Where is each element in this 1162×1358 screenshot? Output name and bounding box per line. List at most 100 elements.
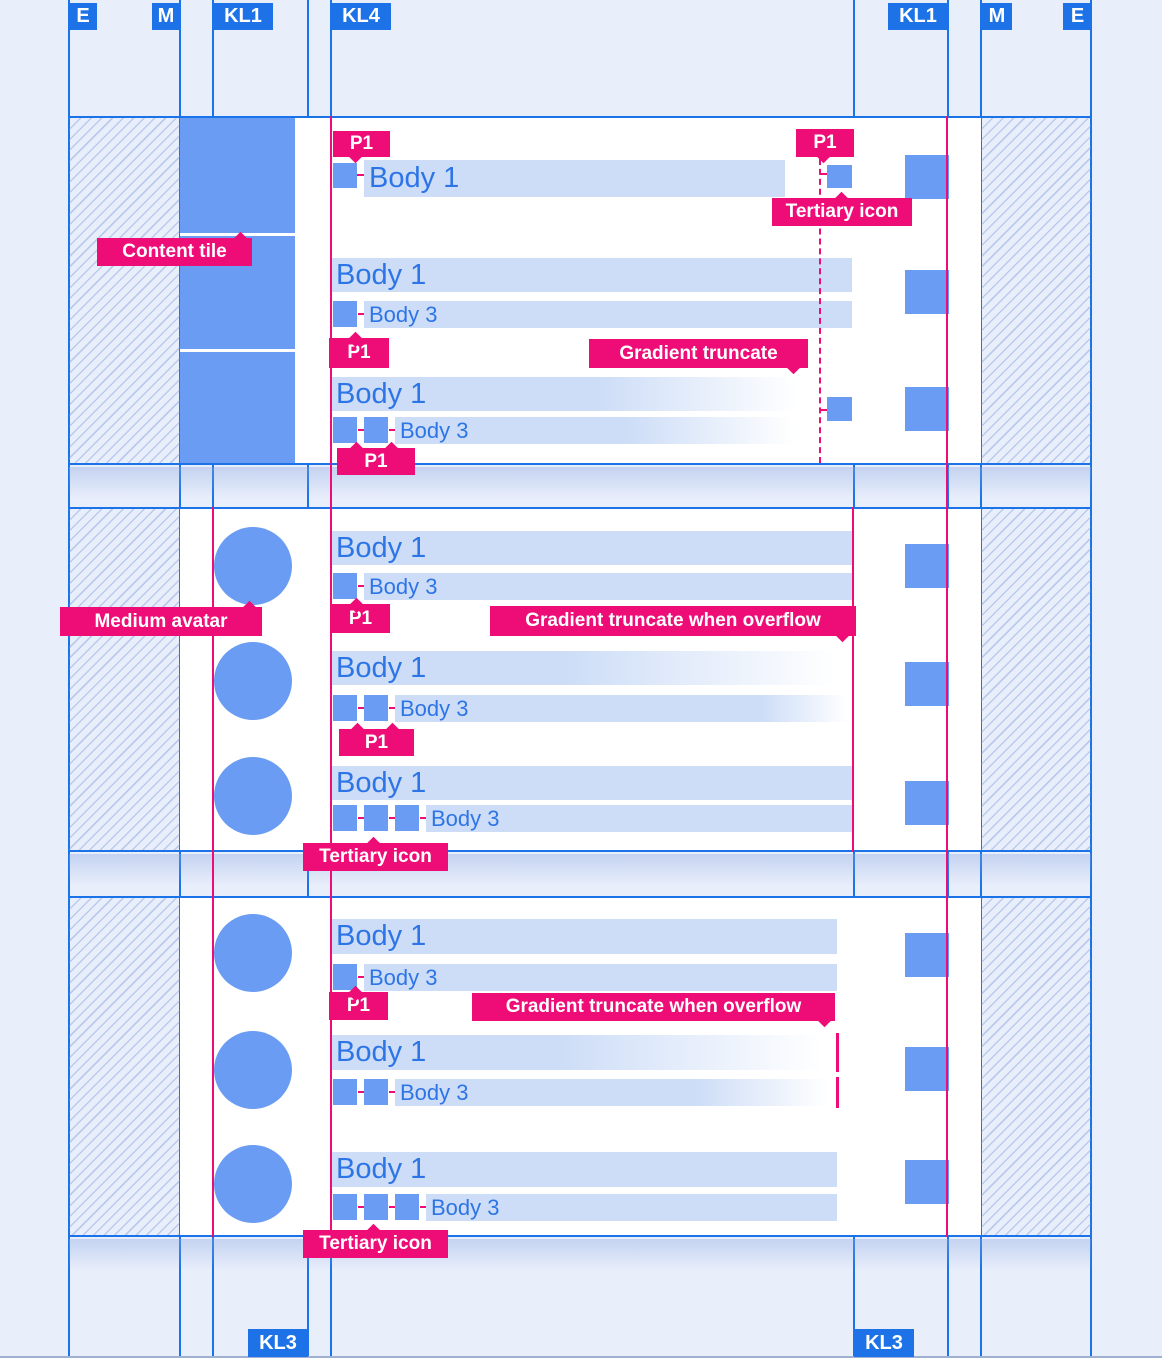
body3-text: Body 3 [369, 573, 438, 599]
tertiary-icon [364, 417, 388, 443]
p1-dashed-keyline [819, 159, 821, 463]
gradient-truncate-overflow-annotation: Gradient truncate when overflow [472, 993, 835, 1028]
margin-hatch-right [981, 898, 1091, 1235]
p1-padding-tick [389, 817, 395, 819]
trailing-icon [905, 781, 949, 825]
tertiary-icon [395, 1194, 419, 1220]
body1-bar: Body 1 [331, 258, 852, 292]
tertiary-icon [333, 805, 357, 831]
p1-padding-tick [358, 585, 364, 587]
medium-avatar [214, 642, 292, 720]
body1-bar: Body 1 [331, 766, 852, 800]
tertiary-icon-annotation: Tertiary icon [303, 1223, 448, 1258]
p1-padding-tick [358, 976, 364, 978]
p1-annotation: P1 [796, 129, 854, 164]
keyline-chip-m-right: M [982, 3, 1012, 30]
p1-padding-tick [389, 1206, 395, 1208]
body3-bar: Body 3 [364, 573, 852, 600]
list-card-content-tile: Body 1 Body 1 Body 3 Body 1 Body 3 [69, 116, 1091, 465]
chip-label: KL3 [259, 1331, 297, 1354]
tertiary-icon [827, 165, 852, 188]
medium-avatar [214, 757, 292, 835]
p1-padding-tick [420, 817, 426, 819]
body3-text: Body 3 [369, 301, 438, 327]
body1-text: Body 1 [336, 377, 427, 410]
keyline-kl3-right-active [852, 507, 854, 852]
trailing-icon [905, 662, 949, 706]
chip-label: P1 [348, 607, 373, 629]
body3-text: Body 3 [431, 805, 500, 831]
medium-avatar [214, 1145, 292, 1223]
chip-label: Medium avatar [94, 610, 228, 632]
trailing-icon [905, 270, 949, 314]
body3-bar-gradient: Body 3 [395, 417, 816, 444]
keyline-chip-m-left: M [152, 3, 180, 30]
keyline-e-right [1090, 0, 1092, 1358]
chip-label: P1 [813, 132, 837, 153]
trailing-icon [905, 1160, 949, 1204]
medium-avatar [214, 914, 292, 992]
tertiary-icon [364, 1194, 388, 1220]
p1-annotation: P1 [337, 441, 415, 475]
p1-annotation: P1 [331, 597, 390, 633]
chip-label: M [157, 5, 175, 27]
p1-padding-tick [389, 429, 395, 431]
keyline-kl4-active [330, 116, 332, 1237]
body3-bar: Body 3 [364, 964, 837, 991]
body1-text: Body 1 [336, 766, 427, 799]
trailing-icon [905, 544, 949, 588]
p1-padding-tick [420, 1206, 426, 1208]
keyline-chip-e-right: E [1063, 3, 1092, 30]
keyline-chip-kl3-left: KL3 [248, 1329, 308, 1357]
chip-label: M [988, 5, 1006, 27]
leading-icon [333, 163, 357, 188]
body3-text: Body 3 [369, 964, 438, 990]
keyline-chip-e-left: E [69, 3, 97, 30]
chip-label: KL1 [899, 5, 937, 27]
truncation-tick [836, 1033, 839, 1072]
tertiary-icon [364, 805, 388, 831]
keyline-chip-kl3-right: KL3 [854, 1329, 914, 1357]
chip-label: Content tile [122, 241, 227, 262]
chip-label: P1 [364, 731, 389, 753]
keyline-m-right [980, 0, 982, 1358]
margin-hatch-left [69, 509, 180, 850]
tertiary-icon [364, 695, 388, 721]
body3-bar: Body 3 [426, 1194, 837, 1221]
leading-icon [333, 573, 357, 599]
p1-padding-tick [358, 1091, 364, 1093]
chip-label: P1 [347, 342, 371, 363]
chip-label: E [1070, 5, 1085, 27]
content-tile-annotation: Content tile [97, 231, 252, 266]
medium-avatar [214, 527, 292, 605]
chip-label: Gradient truncate when overflow [505, 996, 802, 1017]
tertiary-icon [333, 1194, 357, 1220]
body1-bar-gradient: Body 1 [331, 377, 817, 411]
body3-bar: Body 3 [426, 805, 852, 832]
p1-padding-tick [357, 174, 364, 176]
body1-bar-gradient: Body 1 [331, 651, 852, 685]
p1-padding-tick [358, 313, 364, 315]
p1-padding-tick [358, 707, 364, 709]
body1-text: Body 1 [336, 531, 427, 564]
keyline-chip-kl1-right: KL1 [888, 3, 948, 30]
content-tile-segment [180, 352, 295, 463]
gradient-truncate-annotation: Gradient truncate [589, 339, 808, 375]
body1-text: Body 1 [336, 1036, 427, 1068]
body1-bar: Body 1 [331, 531, 852, 565]
chip-label: KL4 [342, 5, 380, 27]
body3-bar-gradient: Body 3 [395, 695, 852, 722]
leading-icon [333, 301, 357, 327]
margin-hatch-right [981, 509, 1091, 850]
list-card-medium-avatar: Body 1 Body 3 Body 1 Body 3 Body 1 Body … [69, 507, 1091, 852]
margin-hatch-right [981, 118, 1091, 463]
card-shadow [69, 854, 1091, 886]
list-card-truncate: Body 1 Body 3 Body 1 Body 3 Body 1 Body … [69, 896, 1091, 1237]
tertiary-icon [333, 1079, 357, 1105]
body1-text: Body 1 [336, 258, 427, 291]
keyline-e-left [68, 0, 70, 1358]
chip-label: Gradient truncate [619, 342, 778, 364]
trailing-icon [905, 1047, 949, 1091]
body1-text: Body 1 [336, 651, 427, 684]
